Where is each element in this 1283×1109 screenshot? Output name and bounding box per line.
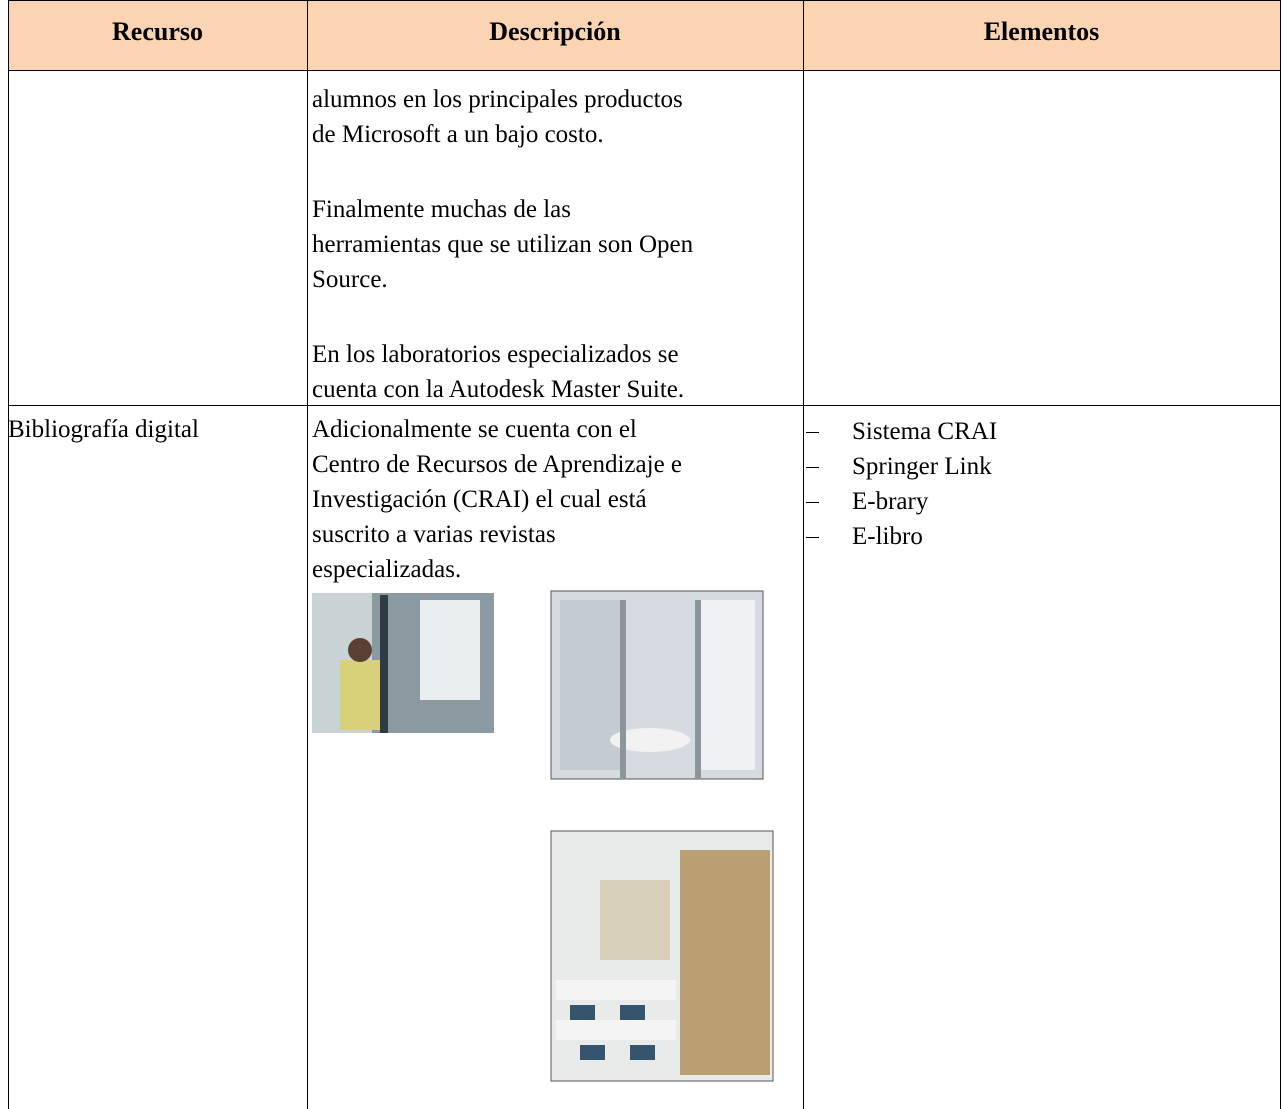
header-cell: Descripción	[489, 17, 621, 46]
description-line: especializadas.	[312, 556, 462, 583]
description-line: herramientas que se utilizan son Open	[312, 231, 694, 258]
element-item: E-libro	[852, 523, 923, 550]
resource: Bibliografía digital	[8, 416, 199, 443]
description-line: alumnos en los principales productos	[312, 86, 683, 113]
header-cell: Elementos	[983, 17, 1100, 46]
element-item: E-brary	[852, 488, 929, 515]
description-line: En los laboratorios especializados se	[312, 341, 679, 368]
description-line: Source.	[312, 266, 388, 293]
list-dash	[806, 502, 819, 503]
border	[307, 0, 308, 1109]
list-dash	[806, 432, 819, 433]
border	[803, 0, 804, 1109]
description-line: suscrito a varias revistas	[312, 521, 556, 548]
description-line: Adicionalmente se cuenta con el	[312, 416, 637, 443]
element-item: Springer Link	[852, 453, 992, 480]
border	[8, 405, 1281, 406]
description-line: cuenta con la Autodesk Master Suite.	[312, 376, 685, 403]
border	[8, 0, 1281, 1]
photo	[312, 593, 494, 733]
border	[1280, 0, 1281, 1109]
header-bg	[8, 0, 1280, 70]
description-line: Centro de Recursos de Aprendizaje e	[312, 451, 683, 478]
description-line: Finalmente muchas de las	[312, 196, 571, 223]
element-item: Sistema CRAI	[852, 418, 998, 445]
border	[8, 70, 1281, 71]
border	[8, 0, 9, 1109]
photo	[550, 590, 764, 780]
description-line: de Microsoft a un bajo costo.	[312, 121, 604, 148]
header-cell: Recurso	[112, 17, 203, 46]
list-dash	[806, 467, 819, 468]
description-line: Investigación (CRAI) el cual está	[312, 486, 647, 513]
photo	[550, 830, 774, 1082]
list-dash	[806, 537, 819, 538]
